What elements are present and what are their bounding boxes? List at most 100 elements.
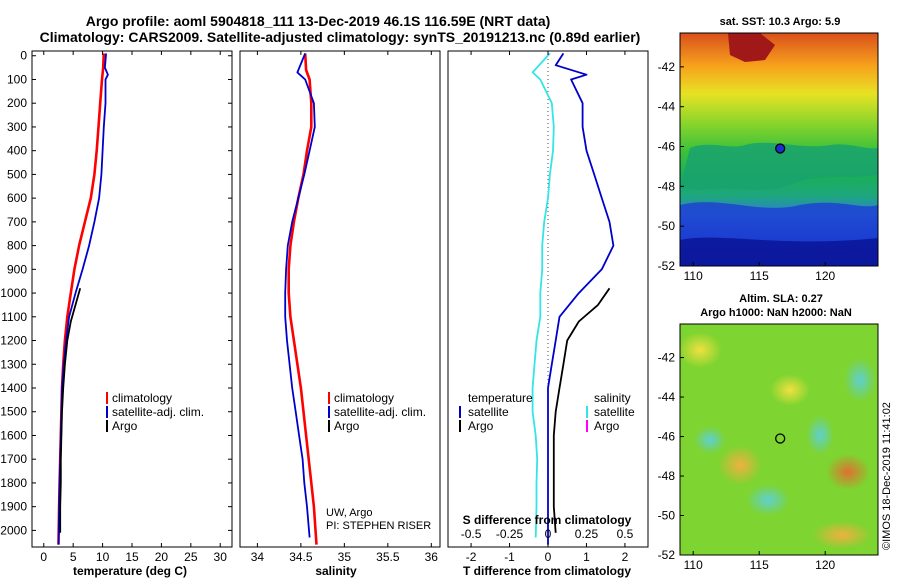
depth-tick-label: 300 xyxy=(7,120,27,134)
map-x-tick-label: 110 xyxy=(684,558,703,572)
x-tick-label: 0 xyxy=(545,550,552,564)
difference-top-ticks: -0.5 -0.25 0 0.25 0.5 xyxy=(461,527,634,541)
sst-warm-patch xyxy=(728,33,775,62)
depth-tick-label: 0 xyxy=(20,49,27,63)
depth-tick-label: 1600 xyxy=(0,428,27,442)
sla-map: Altim. SLA: 0.27 Argo h1000: NaN h2000: … xyxy=(658,293,879,572)
legend-climatology: climatology xyxy=(334,391,394,405)
salinity-x-ticks: 34 34.5 35 35.5 36 xyxy=(251,51,439,564)
depth-tick-label: 600 xyxy=(7,191,27,205)
series-line-salinity-satellite xyxy=(531,52,555,538)
map-y-tick-label: -46 xyxy=(658,140,676,154)
map-y-tick-label: -50 xyxy=(658,509,676,523)
series-line-satellite-adj-clim- xyxy=(284,53,316,538)
sst-map-frame xyxy=(679,32,879,267)
x-tick-label: -2 xyxy=(466,550,477,564)
s-diff-tick-label: 0.25 xyxy=(575,527,599,541)
map-x-tick-label: 120 xyxy=(815,269,835,283)
x-tick-label: 1 xyxy=(583,550,590,564)
depth-tick-label: 1700 xyxy=(0,452,27,466)
map-y-tick-label: -52 xyxy=(658,548,676,562)
series-line-temperature-argo xyxy=(552,287,611,533)
sst-deep-cold-band xyxy=(680,237,878,266)
x-tick-label: 34.5 xyxy=(289,550,313,564)
temperature-legend: climatology satellite-adj. clim. Argo xyxy=(106,391,204,433)
sst-map-title: sat. SST: 10.3 Argo: 5.9 xyxy=(720,16,841,28)
salinity-panel: 34 34.5 35 35.5 36 salinity UW, Argo PI: STE… xyxy=(239,50,441,578)
pi-annotation-line2: PI: STEPHEN RISER xyxy=(326,520,431,532)
depth-tick-label: 800 xyxy=(7,239,27,253)
depth-tick-label: 1900 xyxy=(0,500,27,514)
legend-s-satellite: satellite xyxy=(594,405,635,419)
legend-s-argo: Argo xyxy=(594,419,620,433)
map-x-tick-label: 110 xyxy=(684,269,703,283)
depth-tick-label: 700 xyxy=(7,215,27,229)
difference-legend: temperature satellite Argo salinity sate… xyxy=(459,391,635,433)
difference-x-ticks: -2 -1 0 1 2 xyxy=(466,51,629,564)
sla-map-title-line1: Altim. SLA: 0.27 xyxy=(739,293,823,305)
map-y-tick-label: -44 xyxy=(658,100,676,114)
depth-tick-label: 1200 xyxy=(0,334,27,348)
x-tick-label: 36 xyxy=(425,550,439,564)
x-tick-label: 15 xyxy=(125,550,139,564)
temperature-x-ticks: 0 5 10 15 20 25 30 xyxy=(40,51,227,564)
x-tick-label: 20 xyxy=(155,550,169,564)
depth-tick-label: 900 xyxy=(7,262,27,276)
s-difference-label: S difference from climatology xyxy=(463,513,632,527)
map-y-tick-label: -46 xyxy=(658,430,676,444)
argo-location-marker xyxy=(775,433,786,444)
legend-t-satellite: satellite xyxy=(468,405,509,419)
map-x-tick-label: 115 xyxy=(750,558,769,572)
sla-blob xyxy=(770,374,810,406)
sla-blob xyxy=(718,445,762,485)
x-tick-label: 34 xyxy=(251,550,265,564)
depth-tick-label: 1100 xyxy=(1,310,27,324)
temperature-plot-area xyxy=(31,50,233,548)
pi-annotation-line1: UW, Argo xyxy=(326,507,372,519)
x-tick-label: 35.5 xyxy=(376,550,400,564)
depth-tick-label: 1300 xyxy=(0,357,27,371)
sla-map-title-line2: Argo h1000: NaN h2000: NaN xyxy=(700,307,852,319)
legend-t-argo: Argo xyxy=(468,419,494,433)
map-y-tick-label: -48 xyxy=(658,179,676,193)
temperature-panel: 0 5 10 15 20 25 30 temperature (deg C) 0100200… xyxy=(0,49,648,578)
sla-blob xyxy=(694,426,726,454)
series-line-temperature-satellite xyxy=(547,52,615,545)
x-tick-label: 2 xyxy=(622,550,629,564)
series-line-climatology xyxy=(287,53,318,545)
sla-blob xyxy=(678,332,722,368)
legend-argo: Argo xyxy=(112,419,138,433)
imos-credit: ©IMOS 18-Dec-2019 11:41:02 xyxy=(881,402,893,550)
legend-climatology: climatology xyxy=(112,391,172,405)
argo-location-marker xyxy=(775,143,786,154)
sla-map-frame xyxy=(679,323,879,556)
sla-blob xyxy=(746,484,790,516)
map-y-tick-label: -44 xyxy=(658,390,676,404)
difference-series-group xyxy=(531,52,615,545)
sla-blob xyxy=(844,358,876,402)
map-y-tick-label: -42 xyxy=(658,60,676,74)
map-x-tick-label: 120 xyxy=(815,558,835,572)
s-diff-tick-label: -0.5 xyxy=(461,527,482,541)
legend-argo: Argo xyxy=(334,419,360,433)
x-tick-label: 10 xyxy=(96,550,110,564)
depth-tick-label: 1000 xyxy=(0,286,27,300)
sla-blob xyxy=(812,521,872,549)
depth-tick-label: 100 xyxy=(7,72,27,86)
chart-title-line1: Argo profile: aoml 5904818_111 13-Dec-20… xyxy=(86,13,551,29)
sla-blob xyxy=(806,415,834,455)
sla-map-ticks: 110 115 120 -42 -44 -46 -48 -50 -52 xyxy=(658,351,836,572)
depth-tick-label: 200 xyxy=(7,96,27,110)
legend-salinity-title: salinity xyxy=(594,391,631,405)
salinity-plot-area xyxy=(239,50,441,548)
temperature-series-group xyxy=(57,53,109,545)
difference-panel: -2 -1 0 1 2 -0.5 -0.25 0 0.25 0.5 S difference f… xyxy=(447,50,649,578)
sst-map-ticks: 110 115 120 -42 -44 -46 -48 -50 -52 xyxy=(658,60,836,283)
chart-title-line2: Climatology: CARS2009. Satellite-adjuste… xyxy=(40,29,641,45)
sla-blob xyxy=(826,454,870,490)
salinity-legend: climatology satellite-adj. clim. Argo xyxy=(328,391,426,433)
map-x-tick-label: 115 xyxy=(750,269,769,283)
legend-satellite: satellite-adj. clim. xyxy=(334,405,426,419)
map-y-tick-label: -52 xyxy=(658,259,676,273)
